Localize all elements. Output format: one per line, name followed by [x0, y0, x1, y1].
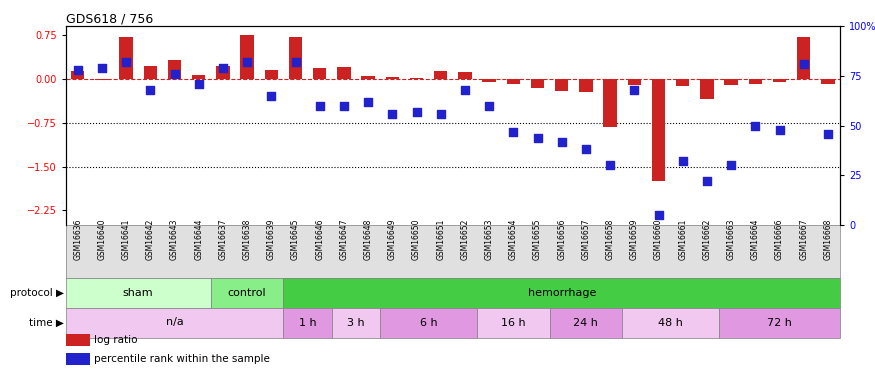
Bar — [66, 334, 90, 346]
Point — [482, 103, 496, 109]
Bar — [410, 78, 423, 79]
Text: GDS618 / 756: GDS618 / 756 — [66, 12, 153, 25]
Point — [652, 212, 666, 218]
Point — [507, 129, 521, 135]
Point — [410, 109, 423, 115]
Point — [530, 135, 544, 141]
Point — [627, 87, 641, 93]
Point — [724, 162, 738, 168]
Text: log ratio: log ratio — [94, 335, 137, 345]
Bar — [822, 79, 835, 84]
Bar — [676, 79, 690, 86]
Point — [579, 147, 593, 153]
Text: control: control — [228, 288, 266, 297]
Point — [603, 162, 617, 168]
Bar — [579, 79, 592, 92]
Bar — [71, 71, 84, 79]
Bar — [337, 67, 351, 79]
Point — [748, 123, 762, 129]
Bar — [284, 278, 840, 308]
Point — [240, 59, 254, 65]
Bar — [120, 37, 133, 79]
Point — [94, 65, 108, 71]
Bar — [284, 308, 332, 338]
Point — [71, 67, 85, 73]
Point — [289, 59, 303, 65]
Bar — [381, 308, 477, 338]
Text: hemorrhage: hemorrhage — [528, 288, 596, 297]
Bar — [622, 308, 719, 338]
Point — [555, 138, 569, 144]
Bar — [289, 37, 302, 79]
Bar — [144, 66, 157, 79]
Bar — [477, 308, 550, 338]
Bar — [216, 66, 229, 79]
Bar — [434, 70, 447, 79]
Bar — [749, 79, 762, 84]
Text: time ▶: time ▶ — [29, 318, 64, 327]
Point — [385, 111, 399, 117]
Text: 24 h: 24 h — [573, 318, 598, 327]
Text: sham: sham — [123, 288, 153, 297]
Text: n/a: n/a — [165, 318, 184, 327]
Point — [119, 59, 133, 65]
Bar — [652, 79, 665, 181]
Bar — [66, 352, 90, 364]
Text: 3 h: 3 h — [347, 318, 365, 327]
Point — [216, 65, 230, 71]
Bar — [627, 79, 641, 85]
Bar — [211, 278, 284, 308]
Point — [434, 111, 448, 117]
Bar — [531, 79, 544, 88]
Point — [821, 130, 835, 136]
Point — [167, 71, 181, 77]
Text: 72 h: 72 h — [767, 318, 792, 327]
Point — [700, 178, 714, 184]
Text: percentile rank within the sample: percentile rank within the sample — [94, 354, 270, 364]
Point — [337, 103, 351, 109]
Point — [676, 158, 690, 164]
Bar — [313, 68, 326, 79]
Bar — [458, 72, 472, 79]
Point — [312, 103, 326, 109]
Point — [797, 61, 811, 67]
Point — [192, 81, 206, 87]
Bar — [797, 37, 810, 79]
Bar — [724, 79, 738, 85]
Text: 48 h: 48 h — [658, 318, 683, 327]
Bar — [700, 79, 713, 99]
Text: 16 h: 16 h — [501, 318, 526, 327]
Bar — [264, 70, 278, 79]
Text: protocol ▶: protocol ▶ — [10, 288, 64, 297]
Point — [458, 87, 472, 93]
Bar — [507, 79, 520, 84]
Point — [361, 99, 375, 105]
Bar — [66, 278, 211, 308]
Bar — [550, 308, 622, 338]
Bar — [192, 75, 206, 79]
Bar — [66, 308, 284, 338]
Bar — [241, 35, 254, 79]
Bar — [386, 77, 399, 79]
Bar — [719, 308, 840, 338]
Bar — [168, 60, 181, 79]
Text: 6 h: 6 h — [420, 318, 438, 327]
Bar — [773, 79, 786, 82]
Text: 1 h: 1 h — [298, 318, 317, 327]
Bar — [95, 79, 108, 80]
Point — [773, 127, 787, 133]
Bar — [482, 79, 496, 82]
Bar — [332, 308, 381, 338]
Bar — [604, 79, 617, 127]
Point — [264, 93, 278, 99]
Bar — [555, 79, 569, 90]
Point — [144, 87, 158, 93]
Bar — [361, 76, 374, 79]
